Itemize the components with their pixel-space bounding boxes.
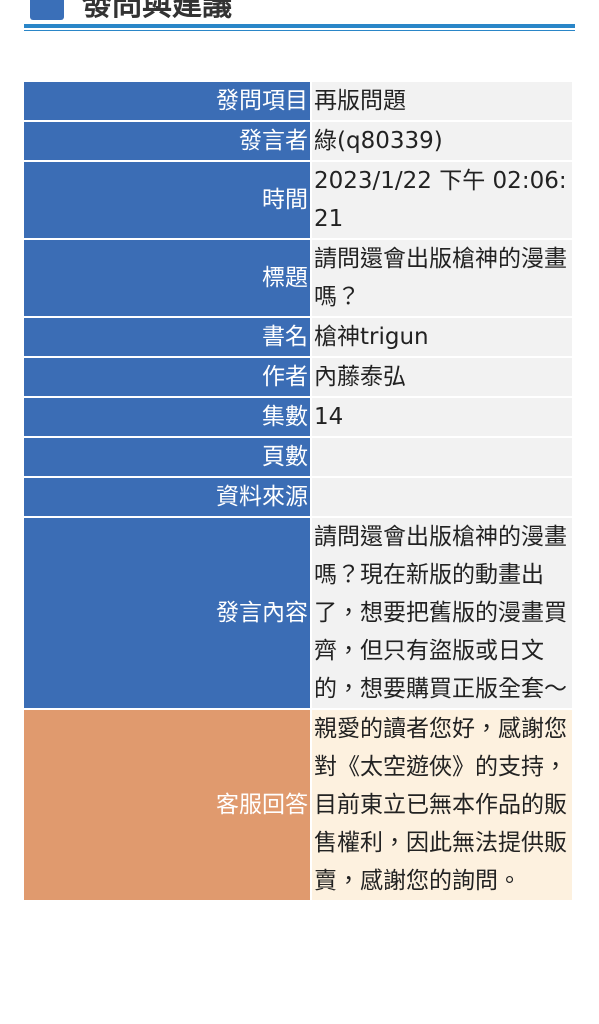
row-label: 發言者 [24,122,310,160]
divider [24,24,575,28]
table-row: 客服回答 親愛的讀者您好，感謝您對《太空遊俠》的支持，目前東立已無本作品的販售權利… [24,710,572,900]
row-value: 綠(q80339) [312,122,572,160]
row-value [312,438,572,476]
table-row: 時間 2023/1/22 下午 02:06:21 [24,162,572,238]
row-value: 2023/1/22 下午 02:06:21 [312,162,572,238]
divider [24,30,575,31]
row-value: 請問還會出版槍神的漫畫嗎？現在新版的動畫出了，想要把舊版的漫畫買齊，但只有盜版或… [312,518,572,708]
table-row: 發問項目 再版問題 [24,82,572,120]
row-label: 資料來源 [24,478,310,516]
detail-table: 發問項目 再版問題 發言者 綠(q80339) 時間 2023/1/22 下午 02:06… [22,80,574,902]
row-value: 親愛的讀者您好，感謝您對《太空遊俠》的支持，目前東立已無本作品的販售權利，因此無… [312,710,572,900]
table-row: 書名 槍神trigun [24,318,572,356]
row-value [312,478,572,516]
table-row: 資料來源 [24,478,572,516]
row-value: 再版問題 [312,82,572,120]
table-row: 發言者 綠(q80339) [24,122,572,160]
row-label: 發問項目 [24,82,310,120]
table-row: 作者 內藤泰弘 [24,358,572,396]
header: 發問與建議 [24,0,575,30]
table-row: 集數 14 [24,398,572,436]
row-label: 發言內容 [24,518,310,708]
table-row: 標題 請問還會出版槍神的漫畫嗎？ [24,240,572,316]
row-value: 請問還會出版槍神的漫畫嗎？ [312,240,572,316]
header-title: 發問與建議 [82,0,232,23]
header-icon [30,0,64,20]
row-label: 書名 [24,318,310,356]
row-label: 客服回答 [24,710,310,900]
row-label: 時間 [24,162,310,238]
row-value: 內藤泰弘 [312,358,572,396]
row-label: 頁數 [24,438,310,476]
row-value: 槍神trigun [312,318,572,356]
table-row: 頁數 [24,438,572,476]
row-label: 標題 [24,240,310,316]
table-row: 發言內容 請問還會出版槍神的漫畫嗎？現在新版的動畫出了，想要把舊版的漫畫買齊，但只… [24,518,572,708]
row-label: 作者 [24,358,310,396]
row-value: 14 [312,398,572,436]
row-label: 集數 [24,398,310,436]
